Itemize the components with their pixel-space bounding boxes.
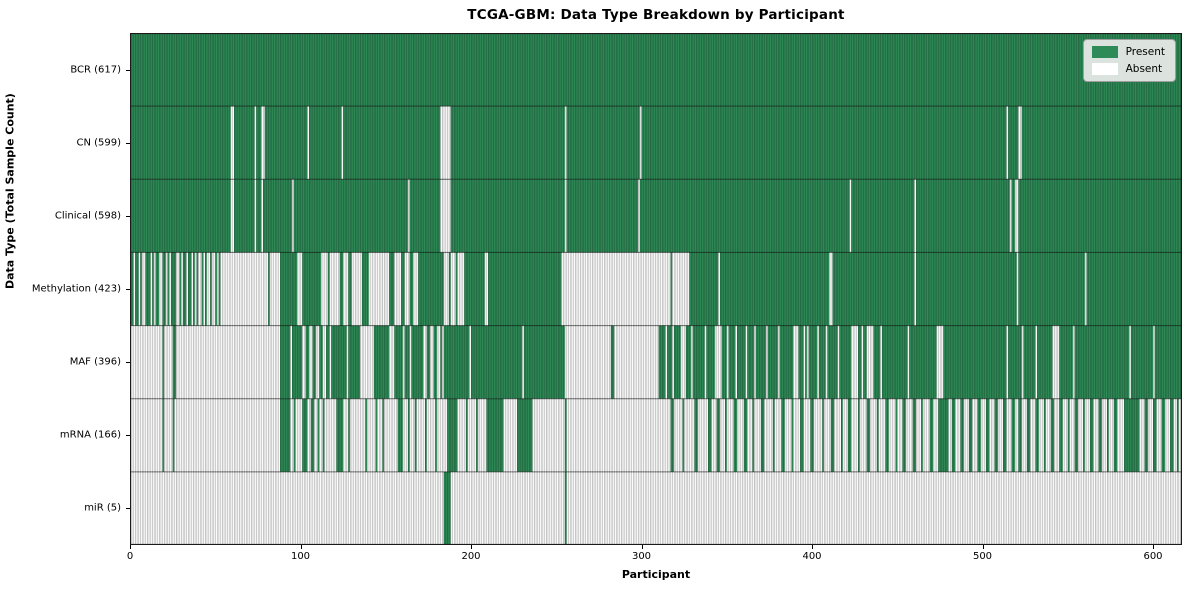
legend-label-present: Present xyxy=(1125,46,1165,58)
y-tick-mark xyxy=(126,69,130,71)
x-tick-label: 500 xyxy=(972,551,993,562)
y-tick-mark xyxy=(126,362,130,364)
y-tick-mark xyxy=(126,508,130,510)
x-tick-label: 300 xyxy=(631,551,652,562)
legend-label-absent: Absent xyxy=(1125,63,1163,75)
x-tick-mark xyxy=(641,545,643,549)
y-tick-label-CN: CN (599) xyxy=(76,137,121,149)
present-swatch xyxy=(1091,46,1118,58)
x-tick-mark xyxy=(300,545,302,549)
heatmap-plot xyxy=(130,33,1182,545)
legend-entry-absent: Absent xyxy=(1091,63,1165,75)
x-tick-label: 600 xyxy=(1143,551,1163,562)
x-tick-label: 400 xyxy=(802,551,822,562)
y-tick-label-Clinical: Clinical (598) xyxy=(54,210,121,222)
y-axis-label: Data Type (Total Sample Count) xyxy=(3,93,17,289)
x-tick-label: 100 xyxy=(290,551,311,562)
x-tick-mark xyxy=(1153,545,1154,549)
chart-title: TCGA-GBM: Data Type Breakdown by Partici… xyxy=(467,7,845,23)
y-tick-mark xyxy=(126,435,130,437)
x-axis-label: Participant xyxy=(621,568,691,581)
y-tick-label-mRNA: mRNA (166) xyxy=(59,429,121,441)
heatmap-canvas xyxy=(130,33,1182,545)
legend-entry-present: Present xyxy=(1091,46,1165,58)
legend: Present Absent xyxy=(1082,39,1176,82)
x-tick-mark xyxy=(982,545,984,549)
y-tick-mark xyxy=(126,289,130,290)
y-tick-mark xyxy=(126,142,130,144)
x-tick-mark xyxy=(130,545,131,549)
y-tick-label-MAF: MAF (396) xyxy=(69,356,121,368)
x-tick-label: 0 xyxy=(126,551,134,562)
y-tick-label-Methylation: Methylation (423) xyxy=(31,283,121,295)
x-tick-label: 200 xyxy=(461,551,481,562)
y-tick-label-BCR: BCR (617) xyxy=(70,64,121,76)
x-tick-mark xyxy=(471,545,472,549)
y-tick-label-miR: miR (5) xyxy=(84,502,121,514)
y-tick-mark xyxy=(126,215,130,217)
absent-swatch xyxy=(1091,63,1118,75)
x-tick-mark xyxy=(812,545,813,549)
